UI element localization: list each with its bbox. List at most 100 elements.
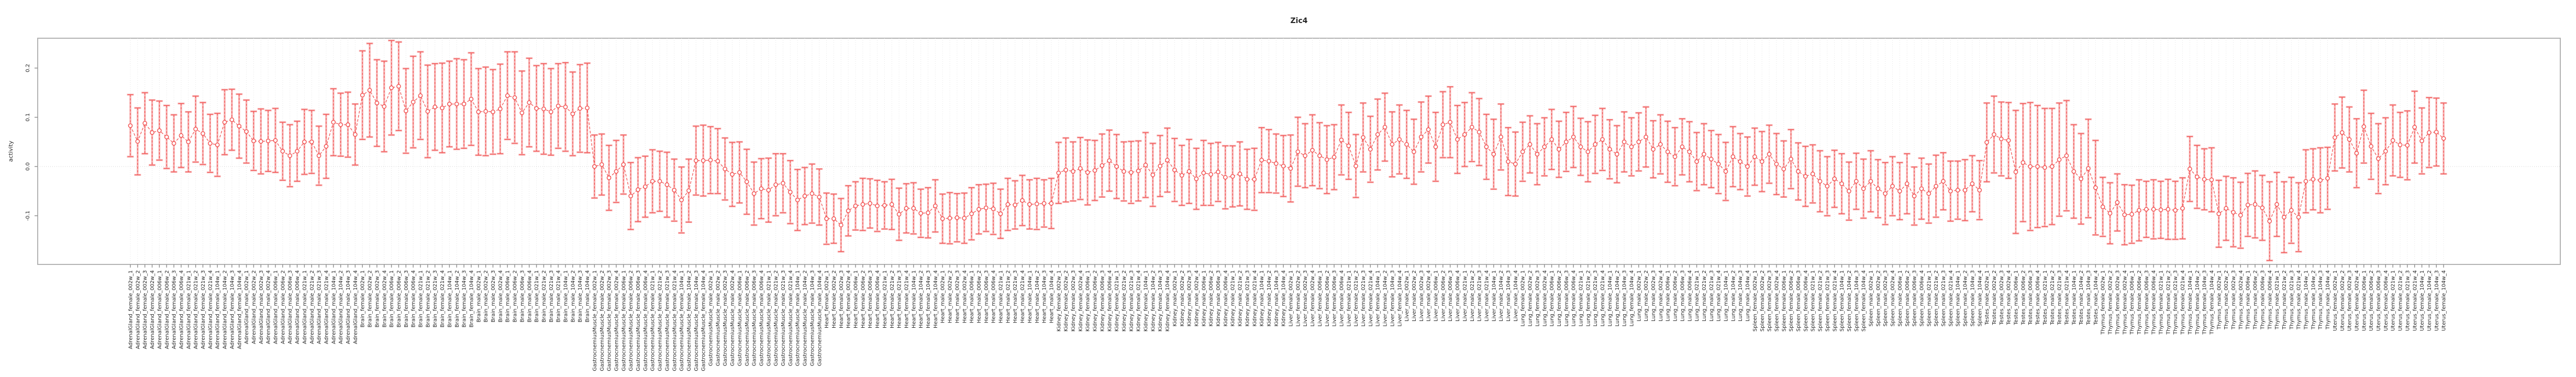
- data-point: [2194, 174, 2200, 180]
- data-point: [491, 109, 495, 115]
- x-tick-label: Brain_female_006w_1: [389, 270, 395, 327]
- x-tick-label: Uterus_female_104w_4: [2441, 270, 2447, 331]
- data-point: [1789, 157, 1793, 162]
- x-tick-label: Testes_male_006w_1: [2014, 270, 2019, 325]
- data-point: [882, 203, 887, 208]
- data-point: [614, 169, 619, 174]
- data-point: [2137, 208, 2141, 213]
- x-tick-label: Spleen_female_021w_2: [1818, 270, 1824, 331]
- data-point: [2347, 137, 2352, 142]
- data-point: [512, 95, 517, 100]
- data-point: [2107, 210, 2113, 216]
- data-point: [1208, 172, 1213, 177]
- data-point: [1506, 159, 1511, 164]
- data-point: [2006, 138, 2011, 143]
- x-tick-label: AdrenalGland_female_002w_4: [150, 270, 156, 349]
- x-tick-label: Lung_male_104w_3: [1738, 270, 1744, 321]
- data-point: [1418, 135, 1424, 139]
- data-point: [1368, 147, 1373, 152]
- x-tick-label: AdrenalGland_male_021w_1: [302, 270, 308, 344]
- data-point: [1049, 201, 1054, 206]
- data-point: [541, 106, 546, 112]
- data-point: [2122, 212, 2127, 217]
- x-tick-label: GastrocnemiusMuscle_male_002w_4: [730, 270, 736, 366]
- x-tick-label: Spleen_male_002w_3: [1883, 270, 1889, 327]
- x-tick-label: Thymus_male_002w_2: [2224, 270, 2229, 330]
- data-point: [824, 216, 829, 221]
- data-point: [2267, 218, 2272, 224]
- data-point: [744, 179, 749, 184]
- x-tick-label: Kidney_female_006w_3: [1100, 270, 1105, 331]
- data-point: [1904, 181, 1909, 186]
- x-tick-label: Spleen_female_006w_1: [1781, 270, 1787, 331]
- x-tick-label: Heart_female_021w_4: [904, 270, 909, 328]
- x-tick-label: Brain_male_104w_3: [578, 270, 583, 323]
- x-tick-label: Heart_female_006w_1: [853, 270, 859, 328]
- series-line: [130, 86, 2444, 226]
- data-point: [773, 182, 779, 187]
- data-point: [1005, 202, 1011, 207]
- data-point: [2383, 149, 2388, 154]
- data-point: [1498, 135, 1503, 139]
- x-tick-label: Thymus_male_021w_2: [2282, 270, 2288, 330]
- x-tick-label: Thymus_male_021w_1: [2274, 270, 2280, 330]
- data-point: [403, 108, 408, 114]
- data-point: [983, 205, 989, 210]
- data-point: [1476, 129, 1482, 135]
- x-tick-label: Uterus_female_006w_3: [2376, 270, 2382, 331]
- data-point: [2296, 215, 2301, 220]
- data-point: [781, 181, 785, 186]
- data-point: [1027, 202, 1032, 207]
- x-tick-label: Kidney_female_021w_1: [1114, 270, 1120, 331]
- data-point: [527, 100, 532, 105]
- x-tick-label: Lung_male_002w_4: [1658, 270, 1664, 321]
- data-point: [585, 105, 590, 110]
- data-point: [2333, 135, 2337, 140]
- x-tick-label: GastrocnemiusMuscle_male_002w_2: [715, 270, 721, 366]
- data-point: [222, 120, 227, 125]
- x-tick-label: GastrocnemiusMuscle_female_021w_3: [664, 270, 670, 371]
- x-tick-label: Testes_male_021w_2: [2050, 270, 2056, 325]
- x-tick-label: Lung_female_006w_4: [1571, 270, 1577, 327]
- data-point: [1825, 184, 1830, 188]
- data-point: [1527, 142, 1533, 147]
- data-point: [1223, 175, 1228, 180]
- x-tick-label: Liver_male_104w_3: [1506, 270, 1512, 321]
- x-tick-label: Brain_female_104w_1: [447, 270, 453, 327]
- data-point: [1694, 159, 1699, 164]
- x-tick-label: Liver_male_006w_4: [1455, 270, 1461, 321]
- x-tick-label: GastrocnemiusMuscle_male_002w_1: [708, 270, 714, 366]
- x-tick-label: GastrocnemiusMuscle_female_104w_4: [701, 270, 707, 371]
- data-point: [1013, 202, 1018, 207]
- x-tick-label: Thymus_female_021w_3: [2173, 270, 2179, 335]
- x-tick-label: Liver_female_104w_4: [1397, 270, 1403, 327]
- data-point: [1273, 161, 1279, 166]
- data-point: [2173, 208, 2178, 213]
- x-tick-label: Lung_male_104w_1: [1724, 270, 1729, 321]
- data-point: [1303, 153, 1308, 158]
- x-tick-label: GastrocnemiusMuscle_male_002w_3: [723, 270, 728, 366]
- data-point: [476, 109, 481, 115]
- x-tick-label: Thymus_male_104w_3: [2318, 270, 2324, 330]
- x-tick-label: Lung_male_006w_3: [1680, 270, 1685, 321]
- x-tick-label: Brain_female_006w_3: [404, 270, 409, 327]
- data-point: [1861, 186, 1866, 191]
- data-point: [1803, 174, 1808, 179]
- data-point: [1708, 157, 1714, 162]
- data-point: [1288, 166, 1293, 171]
- data-point: [599, 162, 604, 167]
- x-tick-label: GastrocnemiusMuscle_female_104w_2: [686, 270, 692, 371]
- x-tick-label: Kidney_male_104w_1: [1259, 270, 1265, 327]
- x-tick-label: Kidney_female_104w_4: [1165, 270, 1171, 331]
- x-tick-label: Thymus_male_104w_1: [2304, 270, 2309, 330]
- data-point: [2289, 208, 2294, 213]
- data-point: [2390, 138, 2395, 143]
- x-tick-label: Spleen_male_002w_2: [1875, 270, 1881, 327]
- x-tick-label: GastrocnemiusMuscle_female_002w_4: [614, 270, 619, 371]
- x-tick-label: Brain_male_006w_4: [527, 270, 532, 323]
- x-tick-label: Lung_male_006w_4: [1687, 270, 1693, 321]
- data-point: [2042, 165, 2047, 170]
- data-point: [1216, 169, 1220, 174]
- x-tick-label: Heart_female_006w_3: [868, 270, 873, 328]
- x-tick-label: Kidney_male_006w_1: [1201, 270, 1207, 327]
